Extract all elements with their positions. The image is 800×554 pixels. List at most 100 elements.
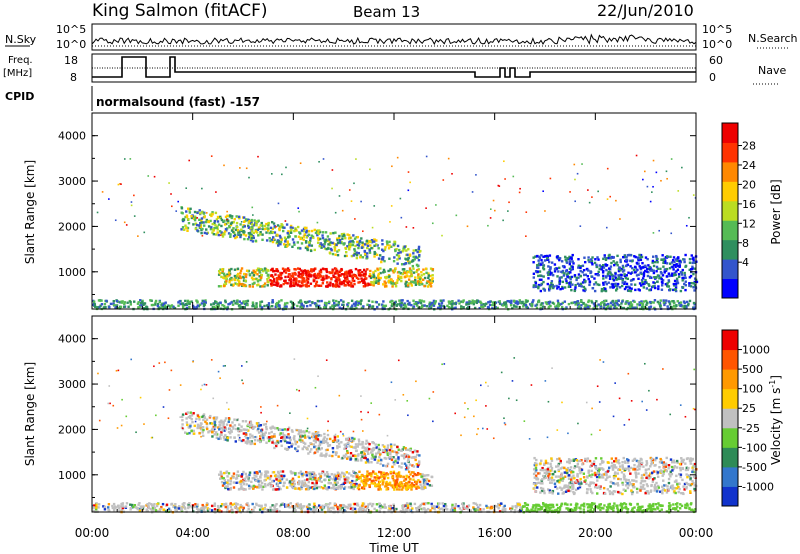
echo-cell: [514, 301, 517, 305]
echo-cell: [537, 283, 541, 287]
echo-cell: [612, 256, 615, 259]
echo-cell: [418, 277, 422, 281]
echo-cell: [597, 270, 600, 274]
echo-cell: [256, 280, 260, 283]
echo-cell: [124, 505, 128, 508]
echo-cell: [487, 224, 489, 227]
echo-cell: [308, 507, 311, 510]
echo-cell: [224, 300, 227, 304]
echo-cell: [400, 483, 403, 487]
echo-cell: [219, 234, 222, 237]
echo-cell: [220, 503, 224, 506]
echo-cell: [208, 416, 212, 419]
echo-cell: [221, 484, 225, 487]
echo-cell: [202, 300, 206, 303]
echo-cell: [398, 299, 401, 302]
nsky-line: [91, 33, 697, 46]
echo-cell: [600, 268, 603, 271]
echo-cell: [583, 260, 587, 264]
echo-cell: [690, 508, 693, 512]
echo-cell: [561, 301, 564, 305]
echo-cell: [309, 282, 313, 285]
echo-cell: [152, 506, 155, 510]
echo-cell: [441, 234, 443, 237]
echo-cell: [271, 304, 274, 308]
echo-cell: [667, 285, 670, 288]
echo-cell: [651, 261, 654, 264]
echo-cell: [340, 484, 344, 488]
echo-cell: [247, 479, 250, 482]
echo-cell: [550, 261, 554, 264]
echo-cell: [593, 289, 597, 293]
echo-cell: [379, 267, 382, 270]
echo-cell: [655, 254, 658, 258]
echo-cell: [198, 224, 201, 227]
echo-cell: [253, 474, 256, 477]
echo-cell: [360, 506, 363, 510]
echo-cell: [217, 223, 221, 226]
echo-cell: [306, 486, 309, 489]
echo-cell: [261, 507, 265, 511]
echo-cell: [325, 301, 328, 305]
echo-cell: [405, 271, 408, 275]
echo-cell: [475, 301, 479, 305]
echo-cell: [371, 305, 375, 308]
echo-cell: [422, 300, 426, 303]
echo-cell: [346, 449, 349, 453]
echo-cell: [237, 304, 241, 307]
echo-cell: [441, 502, 444, 505]
echo-cell: [325, 471, 329, 474]
echo-cell: [124, 506, 128, 509]
echo-cell: [590, 261, 594, 264]
echo-cell: [200, 302, 204, 305]
echo-cell: [617, 299, 620, 303]
echo-cell: [182, 504, 186, 508]
echo-cell: [202, 304, 206, 308]
echo-cell: [345, 276, 348, 280]
echo-cell: [327, 243, 330, 246]
echo-cell: [294, 487, 297, 490]
echo-cell: [252, 304, 255, 308]
echo-cell: [229, 502, 233, 505]
echo-cell: [296, 502, 299, 505]
echo-cell: [236, 508, 240, 512]
echo-cell: [187, 217, 190, 221]
echo-cell: [452, 508, 455, 512]
echo-cell: [342, 273, 345, 276]
echo-cell: [221, 269, 224, 273]
echo-cell: [421, 477, 425, 480]
echo-cell: [393, 508, 396, 511]
echo-cell: [138, 305, 141, 309]
echo-cell: [586, 305, 590, 309]
echo-cell: [328, 283, 331, 287]
echo-cell: [453, 302, 456, 305]
echo-cell: [355, 484, 358, 488]
echo-cell: [471, 299, 474, 302]
echo-cell: [232, 476, 235, 479]
echo-cell: [357, 443, 360, 446]
echo-cell: [313, 302, 317, 305]
echo-cell: [233, 502, 237, 506]
echo-cell: [620, 508, 623, 511]
echo-cell: [334, 285, 338, 288]
echo-cell: [338, 478, 341, 481]
echo-cell: [616, 303, 619, 306]
echo-cell: [120, 300, 123, 303]
echo-cell: [324, 285, 328, 288]
echo-cell: [595, 263, 598, 267]
echo-cell: [532, 284, 536, 287]
echo-cell: [380, 248, 384, 251]
echo-cell: [598, 283, 601, 287]
echo-cell: [217, 270, 221, 273]
echo-cell: [615, 301, 619, 305]
echo-cell: [639, 256, 642, 259]
echo-cell: [534, 304, 537, 307]
echo-cell: [356, 240, 359, 244]
echo-cell: [597, 190, 599, 193]
echo-cell: [349, 503, 352, 506]
echo-cell: [259, 300, 262, 304]
echo-cell: [417, 245, 421, 249]
echo-cell: [692, 307, 695, 310]
echo-cell: [242, 478, 245, 482]
echo-cell: [518, 191, 521, 194]
